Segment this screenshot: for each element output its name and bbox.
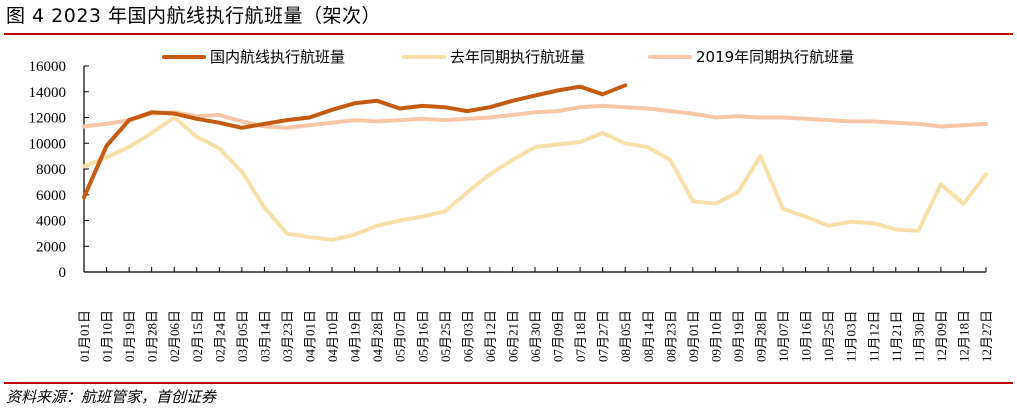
legend-swatch-last-year [402,54,446,59]
x-tick-label: 05月07日 [393,310,408,362]
footer-divider [4,382,1013,384]
figure-title: 图 4 2023 年国内航线执行航班量（架次） [6,5,382,27]
x-tick-label: 12月18日 [956,310,971,362]
y-tick-label: 0 [59,265,67,281]
x-tick-label: 03月14日 [257,310,272,362]
legend-label-domestic: 国内航线执行航班量 [210,48,346,66]
x-tick-label: 10月07日 [776,310,791,362]
series-line-0 [82,83,628,200]
x-tick-label: 02月15日 [190,310,205,362]
axes: 0 2000 4000 6000 8000 10000 12000 14000 16000 01月… [29,59,995,362]
x-tick-label: 09月10日 [708,310,723,362]
y-tick-label: 14000 [29,85,67,101]
legend-item-last-year: 去年同期执行航班量 [402,46,585,67]
x-tick-label: 12月27日 [979,310,994,362]
x-tick-label: 04月19日 [348,310,363,362]
x-tick-label: 10月16日 [799,310,814,362]
series-line-2 [82,103,988,130]
source-note: 资料来源：航班管家，首创证券 [6,388,217,406]
x-tick-label: 03月23日 [280,310,295,362]
title-divider [4,33,1013,35]
x-tick-label: 08月05日 [618,310,633,362]
y-tick-label: 8000 [36,162,66,178]
x-tick-label: 01月10日 [100,310,115,362]
x-tick-label: 04月28日 [370,310,385,362]
x-tick-label: 06月12日 [483,310,498,362]
x-tick-label: 06月21日 [505,310,520,362]
legend-label-last-year: 去年同期执行航班量 [450,48,586,66]
x-tick-label: 10月25日 [821,310,836,362]
x-tick-label: 02月24日 [212,310,227,362]
y-tick-label: 2000 [36,239,66,255]
x-tick-label: 08月23日 [663,310,678,362]
y-tick-label: 16000 [29,59,67,75]
legend-swatch-2019 [648,54,692,59]
x-tick-label: 11月12日 [866,310,881,362]
x-tick-label: 04月10日 [325,310,340,362]
x-tick-label: 07月27日 [596,310,611,362]
x-tick-label: 03月05日 [235,310,250,362]
x-tick-label: 02月06日 [167,310,182,362]
x-tick-label: 11月03日 [844,310,859,362]
x-tick-label: 07月18日 [573,310,588,362]
y-tick-label: 10000 [29,136,67,152]
x-tick-label: 06月03日 [460,310,475,362]
x-tick-label: 09月19日 [731,310,746,362]
x-tick-label: 06月30日 [528,310,543,362]
x-tick-label: 08月14日 [641,310,656,362]
y-tick-label: 12000 [29,111,67,127]
legend-item-domestic: 国内航线执行航班量 [162,46,345,67]
x-tick-label: 01月19日 [122,310,137,362]
x-tick-label: 09月28日 [754,310,769,362]
x-tick-label: 07月09日 [551,310,566,362]
legend-swatch-domestic [162,54,206,59]
x-tick-label: 05月16日 [415,310,430,362]
x-tick-label: 09月01日 [686,310,701,362]
x-tick-label: 11月30日 [911,310,926,362]
x-tick-label: 12月09日 [934,310,949,362]
series-line-1 [82,115,988,242]
x-tick-label: 05月25日 [438,310,453,362]
x-tick-label: 01月01日 [77,310,92,362]
y-tick-label: 6000 [36,188,66,204]
legend-label-2019: 2019年同期执行航班量 [696,48,855,66]
x-tick-label: 01月28日 [145,310,160,362]
legend-item-2019: 2019年同期执行航班量 [648,46,854,67]
x-tick-label: 11月21日 [889,310,904,362]
x-tick-label: 04月01日 [303,310,318,362]
y-tick-label: 4000 [36,214,66,230]
